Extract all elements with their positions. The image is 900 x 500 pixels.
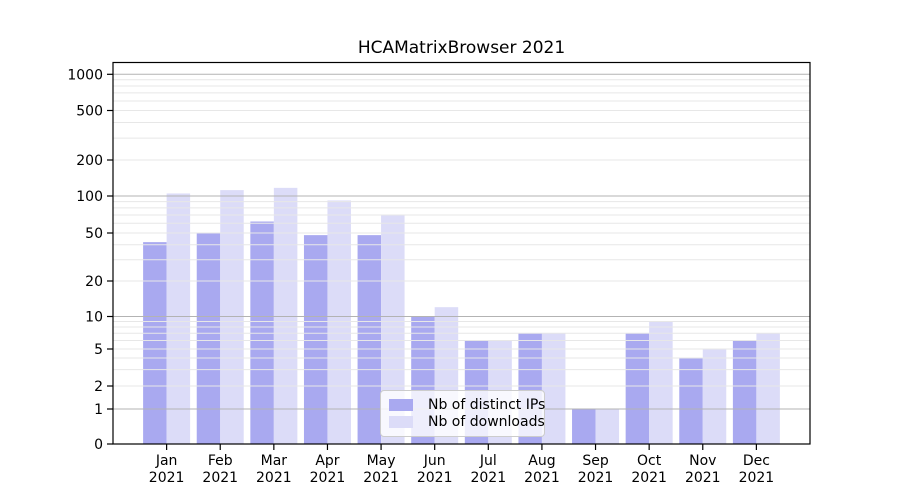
legend-label-downloads: Nb of downloads	[428, 414, 545, 431]
legend-swatch-distinct-ips	[389, 398, 413, 411]
bar-downloads	[702, 349, 727, 444]
x-tick-label-year: 2021	[578, 470, 614, 486]
legend-item-downloads: Nb of downloads	[389, 414, 545, 430]
x-tick-label-month: Jun	[423, 453, 446, 469]
y-tick-label: 2	[94, 379, 103, 395]
legend-label-distinct-ips: Nb of distinct IPs	[428, 396, 546, 413]
x-tick-label-month: Feb	[208, 453, 233, 469]
y-tick-label: 200	[76, 153, 103, 169]
bar-downloads	[166, 193, 191, 444]
bar-downloads	[756, 333, 780, 444]
bar-downloads	[541, 333, 566, 444]
x-tick-label-year: 2021	[310, 470, 346, 486]
x-tick-label-year: 2021	[685, 470, 721, 486]
bar-downloads	[327, 200, 351, 444]
y-tick-label: 20	[85, 274, 103, 290]
x-tick-label-year: 2021	[363, 470, 399, 486]
x-tick-label-month: Oct	[637, 453, 662, 469]
bar-downloads	[649, 321, 673, 444]
x-tick-label-month: Mar	[261, 453, 288, 469]
bar-distinct-ips	[732, 340, 757, 444]
bar-distinct-ips	[572, 409, 596, 444]
y-tick-label: 1000	[67, 67, 103, 83]
bar-downloads	[381, 215, 405, 444]
y-tick-label: 1	[94, 402, 103, 418]
x-tick-label-year: 2021	[202, 470, 238, 486]
x-tick-label-month: Dec	[743, 453, 770, 469]
x-tick-label-month: May	[367, 453, 396, 469]
y-tick-label: 10	[85, 310, 103, 326]
bar-distinct-ips	[303, 235, 328, 444]
grid-layer	[113, 73, 810, 410]
y-tick-label: 50	[85, 226, 103, 242]
bar-distinct-ips	[143, 242, 167, 444]
y-tick-label: 5	[94, 342, 103, 358]
bar-distinct-ips	[625, 333, 650, 444]
x-tick-label-year: 2021	[256, 470, 292, 486]
x-tick-label-year: 2021	[149, 470, 185, 486]
bar-distinct-ips	[357, 235, 382, 444]
x-tick-label-month: Jan	[155, 453, 178, 469]
y-tick-label: 100	[76, 189, 103, 205]
x-tick-label-month: Sep	[582, 453, 609, 469]
legend-item-distinct-ips: Nb of distinct IPs	[389, 397, 545, 413]
legend-swatch-downloads	[389, 416, 413, 429]
x-tick-label-year: 2021	[524, 470, 560, 486]
bar-distinct-ips	[196, 233, 221, 444]
bar-downloads	[220, 190, 244, 444]
axes-layer: 01251020501002005001000Jan2021Feb2021Mar…	[67, 61, 811, 486]
y-tick-label: 500	[76, 104, 103, 120]
x-tick-label-month: Nov	[689, 453, 716, 469]
bar-downloads	[273, 187, 298, 444]
plot-border	[112, 61, 811, 445]
chart-title: HCAMatrixBrowser 2021	[357, 38, 566, 58]
x-tick-label-year: 2021	[417, 470, 453, 486]
x-tick-label-year: 2021	[631, 470, 667, 486]
legend: Nb of distinct IPs Nb of downloads	[380, 390, 545, 437]
bar-distinct-ips	[679, 358, 703, 444]
bar-downloads	[595, 409, 620, 444]
x-tick-label-month: Aug	[528, 453, 555, 469]
x-tick-label-month: Apr	[315, 453, 339, 469]
x-tick-label-month: Jul	[479, 453, 497, 469]
y-tick-label: 0	[94, 437, 103, 453]
x-tick-label-year: 2021	[739, 470, 775, 486]
x-tick-label-year: 2021	[470, 470, 506, 486]
